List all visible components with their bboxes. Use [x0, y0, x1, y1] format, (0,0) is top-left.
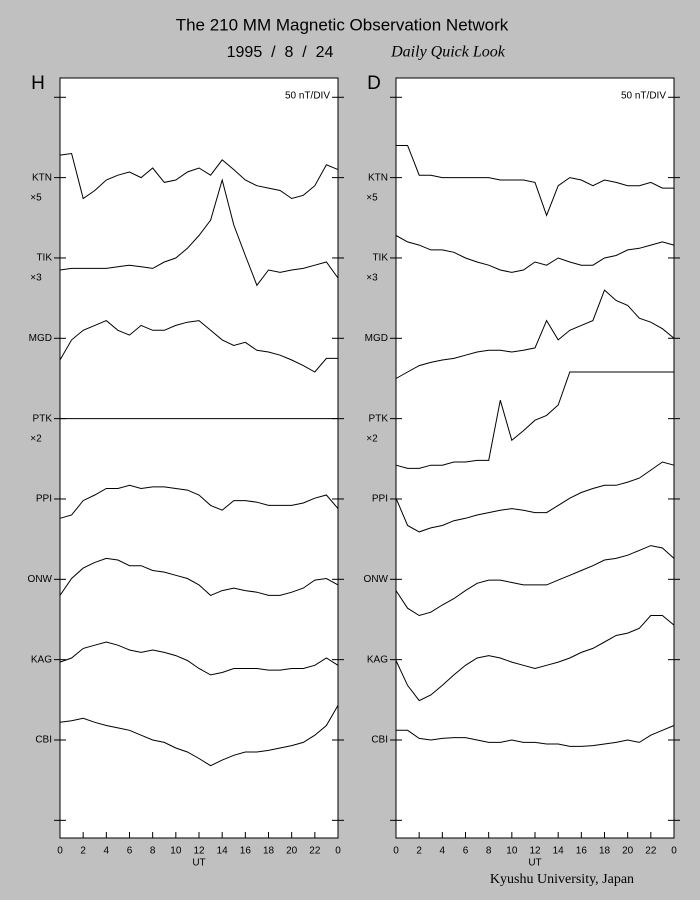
trace	[59, 557, 339, 596]
trace	[395, 235, 675, 273]
x-tick-label: 20	[286, 846, 298, 857]
x-tick-label: 6	[463, 846, 469, 857]
y-tick-label: PTK	[369, 413, 389, 424]
x-tick-label: 20	[622, 846, 634, 857]
x-tick-label: 14	[553, 846, 565, 857]
footer: Kyushu University, Japan	[490, 872, 634, 887]
y-tick-label: CBI	[35, 735, 52, 746]
annotation: ×5	[30, 192, 42, 203]
y-tick-label: MGD	[365, 333, 388, 344]
title: The 210 MM Magnetic Observation Network	[176, 15, 509, 34]
x-tick-label: 10	[506, 846, 518, 857]
y-tick-label: ONW	[364, 574, 389, 585]
x-tick-label: 18	[599, 846, 611, 857]
trace	[395, 461, 675, 533]
y-tick-label: TIK	[372, 253, 388, 264]
x-tick-label: 16	[576, 846, 588, 857]
trace	[59, 484, 339, 519]
annotation: ×3	[30, 273, 42, 284]
annotation: ×5	[366, 192, 378, 203]
x-tick-label: 0	[335, 846, 341, 857]
y-tick-label: TIK	[36, 253, 52, 264]
x-tick-label: 16	[240, 846, 252, 857]
annotation: ×3	[366, 273, 378, 284]
plot-area	[395, 77, 675, 839]
trace	[395, 615, 675, 702]
x-tick-label: 12	[193, 846, 205, 857]
date: 1995 / 8 / 24	[227, 44, 334, 61]
trace	[396, 725, 675, 747]
x-tick-label: 0	[671, 846, 677, 857]
y-tick-label: KTN	[32, 172, 52, 183]
trace	[59, 152, 339, 200]
x-tick-label: 8	[150, 846, 156, 857]
x-tick-label: 4	[440, 846, 446, 857]
y-tick-label: PTK	[33, 413, 53, 424]
x-tick-label: 0	[57, 846, 63, 857]
x-tick-label: 2	[416, 846, 422, 857]
x-tick-label: 10	[170, 846, 182, 857]
x-tick-label: 8	[486, 846, 492, 857]
x-tick-label: 0	[393, 846, 399, 857]
y-tick-label: KTN	[368, 172, 388, 183]
x-tick-label: 22	[645, 846, 657, 857]
trace	[59, 641, 339, 676]
x-tick-label: 14	[217, 846, 229, 857]
subtitle: Daily Quick Look	[390, 44, 506, 61]
trace	[395, 289, 675, 379]
y-tick-label: MGD	[29, 333, 52, 344]
trace	[59, 705, 339, 767]
x-tick-label: 4	[104, 846, 110, 857]
trace	[396, 145, 674, 217]
x-axis-label: UT	[192, 858, 205, 869]
y-tick-label: KAG	[31, 654, 52, 665]
x-tick-label: 12	[529, 846, 541, 857]
trace	[395, 371, 674, 469]
scale-label: 50 nT/DIV	[285, 91, 330, 102]
y-tick-label: CBI	[371, 735, 388, 746]
y-tick-label: PPI	[36, 494, 52, 505]
y-tick-label: ONW	[28, 574, 53, 585]
panel-title: H	[31, 73, 45, 94]
x-tick-label: 6	[127, 846, 133, 857]
trace	[59, 320, 338, 373]
x-tick-label: 22	[309, 846, 321, 857]
scale-label: 50 nT/DIV	[621, 91, 666, 102]
x-tick-label: 18	[263, 846, 275, 857]
y-tick-label: PPI	[372, 494, 388, 505]
trace	[395, 545, 675, 617]
plot-area	[59, 77, 339, 839]
annotation: ×2	[30, 433, 42, 444]
y-tick-label: KAG	[367, 654, 388, 665]
x-tick-label: 2	[80, 846, 86, 857]
panel-title: D	[367, 73, 381, 94]
annotation: ×2	[366, 433, 378, 444]
trace	[59, 178, 339, 287]
x-axis-label: UT	[528, 858, 541, 869]
